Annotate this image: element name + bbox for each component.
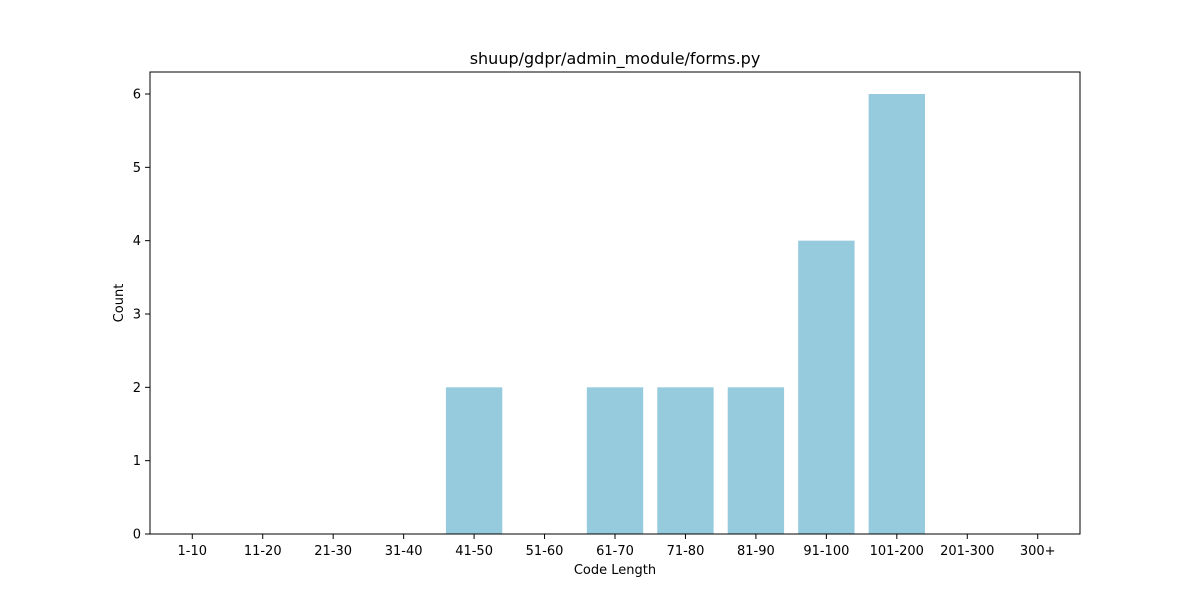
x-tick-label: 41-50: [455, 544, 493, 559]
y-tick-label: 0: [133, 528, 141, 543]
y-axis-ticks: 0 1 2 3 4 5 6: [133, 88, 150, 543]
x-tick-label: 91-100: [803, 544, 849, 559]
bar-71-80: [657, 387, 714, 534]
x-tick-label: 201-300: [940, 544, 994, 559]
y-tick-label: 4: [133, 234, 141, 249]
x-tick-label: 61-70: [596, 544, 634, 559]
y-tick-label: 2: [133, 381, 141, 396]
y-axis-label: Count: [112, 284, 127, 323]
bar-81-90: [727, 387, 785, 534]
x-tick-label: 1-10: [178, 544, 208, 559]
x-axis-label: Code Length: [574, 563, 656, 578]
y-tick-label: 3: [133, 308, 141, 323]
x-tick-label: 21-30: [314, 544, 352, 559]
x-tick-label: 31-40: [385, 544, 423, 559]
bar-61-70: [586, 387, 644, 534]
y-tick-label: 1: [133, 454, 141, 469]
plot-frame: [149, 71, 1081, 535]
bar-101-200: [868, 94, 925, 534]
x-tick-label: 101-200: [870, 544, 924, 559]
chart-title: shuup/gdpr/admin_module/forms.py: [470, 49, 761, 69]
x-tick-label: 81-90: [737, 544, 775, 559]
bar-41-50: [445, 387, 503, 534]
x-axis-ticks: 1-10 11-20 21-30 31-40 41-50 51-60 61-70 71-80 8…: [178, 534, 1056, 559]
x-tick-label: 11-20: [244, 544, 282, 559]
bars-layer: [445, 94, 925, 534]
x-tick-label: 51-60: [526, 544, 564, 559]
y-tick-label: 5: [133, 161, 141, 176]
x-tick-label: 71-80: [667, 544, 705, 559]
bar-91-100: [798, 240, 855, 534]
y-tick-label: 6: [133, 88, 141, 103]
x-tick-label: 300+: [1020, 544, 1056, 559]
